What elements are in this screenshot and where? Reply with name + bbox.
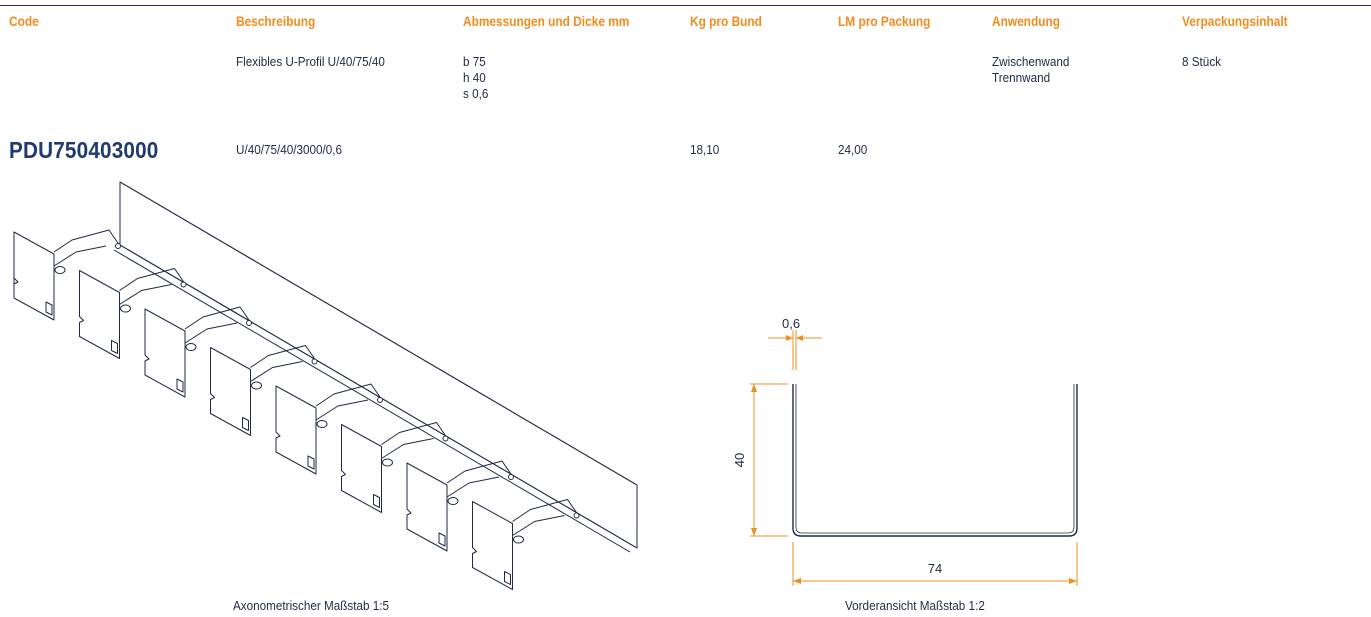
- profile-tab: [144, 306, 252, 398]
- item-spec: U/40/75/40/3000/0,6: [236, 142, 343, 157]
- header-package-content: Verpackungsinhalt: [1182, 14, 1288, 29]
- product-code: PDU750403000: [9, 137, 159, 163]
- profile-tab: [79, 268, 187, 359]
- profile-tab: [406, 460, 514, 552]
- product-description: Flexibles U-Profil U/40/75/40: [236, 54, 385, 69]
- header-description: Beschreibung: [236, 14, 316, 29]
- header-code: Code: [9, 14, 39, 29]
- front-view-caption: Vorderansicht Maßstab 1:2: [845, 598, 985, 613]
- profile-tab: [13, 229, 121, 321]
- dimension-list: b 75 h 40 s 0,6: [463, 54, 488, 102]
- profile-tab: [472, 499, 580, 590]
- header-dimensions: Abmessungen und Dicke mm: [463, 14, 630, 29]
- profile-tab: [275, 383, 383, 475]
- u-profile-shape: [792, 384, 1078, 537]
- application-item: Trennwand: [992, 70, 1051, 85]
- dimension-s: s 0,6: [463, 86, 489, 101]
- application-list: Zwischenwand Trennwand: [992, 54, 1069, 86]
- header-application: Anwendung: [992, 14, 1060, 29]
- dim-width-label: 74: [928, 561, 942, 576]
- axonometric-caption: Axonometrischer Maßstab 1:5: [233, 598, 390, 613]
- header-lm-per-pack: LM pro Packung: [838, 14, 931, 29]
- header-kg-per-bundle: Kg pro Bund: [690, 14, 762, 29]
- front-view-drawing: 0,6 40 74: [732, 316, 1078, 586]
- item-kg-per-bundle: 18,10: [690, 142, 720, 157]
- item-lm-per-pack: 24,00: [838, 142, 868, 157]
- dim-thickness-label: 0,6: [782, 316, 800, 331]
- top-rule: [0, 5, 1371, 6]
- profile-tab: [341, 422, 449, 513]
- axonometric-drawing: [13, 181, 638, 590]
- dimension-h: h 40: [463, 70, 486, 85]
- profile-tab: [210, 345, 318, 436]
- dim-height-label: 40: [732, 453, 747, 467]
- package-content: 8 Stück: [1182, 54, 1222, 69]
- application-item: Zwischenwand: [992, 54, 1070, 69]
- dimension-b: b 75: [463, 54, 486, 69]
